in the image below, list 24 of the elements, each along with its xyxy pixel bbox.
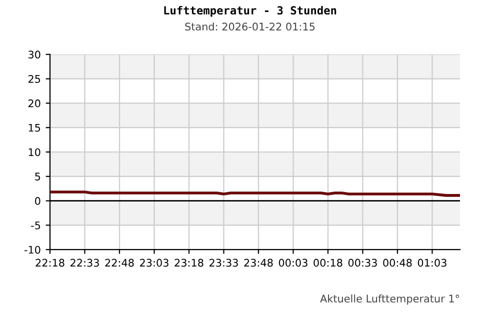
x-tick-label: 00:48 xyxy=(383,258,412,267)
x-tick-label: 00:33 xyxy=(348,258,377,267)
y-tick-label: -5 xyxy=(31,222,40,230)
x-tick-label: 23:48 xyxy=(244,258,273,267)
chart-subtitle: Stand: 2026-01-22 01:15 xyxy=(185,22,315,31)
x-tick-label: 22:48 xyxy=(105,258,134,267)
y-tick-label: 20 xyxy=(28,99,40,108)
text: Aktuelle Lufttemperatur 1° xyxy=(320,294,460,305)
y-tick-label: 25 xyxy=(28,75,40,83)
x-tick-label: 22:18 xyxy=(36,258,64,267)
y-tick-label: 15 xyxy=(28,124,40,132)
y-tick-label: 30 xyxy=(28,50,40,59)
y-tick-label: 5 xyxy=(35,172,40,181)
x-tick-label: 00:18 xyxy=(314,258,342,267)
chart-title: Lufttemperatur - 3 Stunden xyxy=(164,6,336,17)
y-tick-label: 0 xyxy=(35,197,40,205)
x-tick-label: 23:03 xyxy=(140,258,168,267)
x-tick-label: 00:03 xyxy=(278,258,308,267)
x-tick-label: 01:03 xyxy=(418,258,446,267)
x-tick-label: 23:18 xyxy=(174,258,204,267)
x-tick-label: 23:33 xyxy=(209,258,238,267)
y-tick-label: 10 xyxy=(28,148,40,156)
y-tick-label: -10 xyxy=(24,246,40,254)
x-tick-label: 22:33 xyxy=(70,258,99,267)
